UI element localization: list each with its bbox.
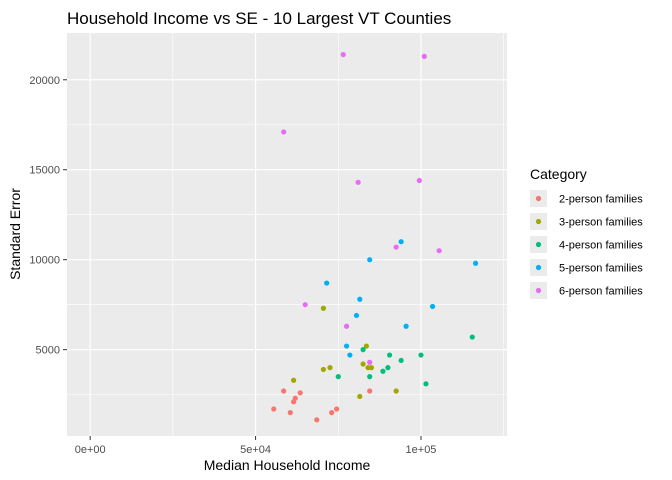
legend-label: 3-person families	[559, 217, 643, 229]
data-point-series-2	[363, 343, 369, 349]
data-point-series-4	[398, 239, 404, 245]
data-point-series-1	[271, 406, 277, 412]
x-tick-label: 5e+04	[240, 444, 271, 456]
legend-key-point	[535, 264, 542, 271]
data-point-series-5	[367, 359, 373, 365]
y-tick-label: 20000	[29, 75, 60, 87]
x-axis-label: Median Household Income	[204, 457, 371, 473]
data-point-series-1	[329, 410, 335, 416]
legend-label: 5-person families	[559, 263, 643, 275]
data-point-series-3	[423, 381, 429, 387]
data-point-series-3	[360, 347, 366, 353]
data-point-series-5	[281, 129, 287, 135]
legend-key-point	[535, 241, 542, 248]
minor-gridlines	[67, 33, 507, 436]
legend-label: 4-person families	[559, 240, 643, 252]
data-point-series-3	[367, 374, 373, 380]
data-points	[271, 51, 479, 423]
axis-ticks: 0e+00 5e+04 1e+05 5000 10000 15000 20000	[29, 75, 436, 456]
data-point-series-2	[360, 361, 366, 367]
data-point-series-4	[343, 343, 350, 349]
data-point-series-4	[357, 296, 363, 302]
data-point-series-5	[421, 53, 427, 59]
data-point-series-2	[291, 377, 297, 383]
data-point-series-2	[357, 393, 363, 400]
data-point-series-1	[281, 388, 287, 394]
data-point-series-5	[436, 248, 442, 254]
data-point-series-2	[320, 305, 326, 311]
x-tick-label: 1e+05	[406, 444, 437, 456]
data-point-series-3	[418, 352, 424, 358]
plot-panel	[67, 33, 507, 436]
y-axis-label: Standard Error	[7, 188, 23, 280]
data-point-series-5	[302, 302, 308, 308]
data-point-series-4	[347, 352, 353, 358]
legend-label: 2-person families	[559, 194, 643, 206]
data-point-series-1	[292, 395, 298, 401]
data-point-series-1	[367, 388, 373, 394]
legend-items: 2-person families 3-person families 4-pers…	[530, 190, 643, 299]
legend: Category 2-person families 3-person famil…	[530, 166, 643, 299]
data-point-series-3	[335, 374, 341, 380]
data-point-series-1	[287, 410, 293, 416]
data-point-series-2	[327, 365, 333, 371]
data-point-series-2	[368, 365, 374, 371]
y-tick-label: 5000	[36, 345, 60, 357]
y-tick-label: 15000	[29, 165, 60, 177]
data-point-series-3	[469, 334, 475, 340]
data-point-series-1	[334, 406, 340, 412]
data-point-series-4	[324, 280, 330, 286]
legend-key-point	[535, 287, 542, 294]
data-point-series-1	[314, 417, 320, 423]
data-point-series-5	[355, 179, 361, 185]
data-point-series-4	[367, 257, 373, 263]
data-point-series-5	[340, 51, 346, 58]
data-point-series-5	[343, 323, 350, 329]
major-gridlines	[67, 33, 507, 436]
chart-title: Household Income vs SE - 10 Largest VT C…	[67, 9, 451, 28]
data-point-series-4	[472, 260, 479, 266]
data-point-series-4	[429, 303, 436, 310]
data-point-series-3	[380, 368, 386, 374]
data-point-series-2	[320, 366, 326, 373]
data-point-series-5	[416, 177, 422, 184]
legend-key-point	[535, 195, 542, 202]
data-point-series-3	[386, 352, 393, 358]
legend-title: Category	[530, 166, 587, 182]
data-point-series-4	[403, 323, 409, 329]
data-point-series-5	[393, 244, 399, 250]
data-point-series-2	[393, 388, 399, 394]
data-point-series-4	[353, 312, 360, 319]
y-tick-label: 10000	[29, 255, 60, 267]
x-tick-label: 0e+00	[75, 444, 106, 456]
data-point-series-3	[398, 357, 404, 364]
data-point-series-3	[385, 365, 391, 371]
legend-label: 6-person families	[559, 286, 643, 298]
legend-key-point	[535, 218, 542, 225]
data-point-series-1	[297, 390, 303, 396]
